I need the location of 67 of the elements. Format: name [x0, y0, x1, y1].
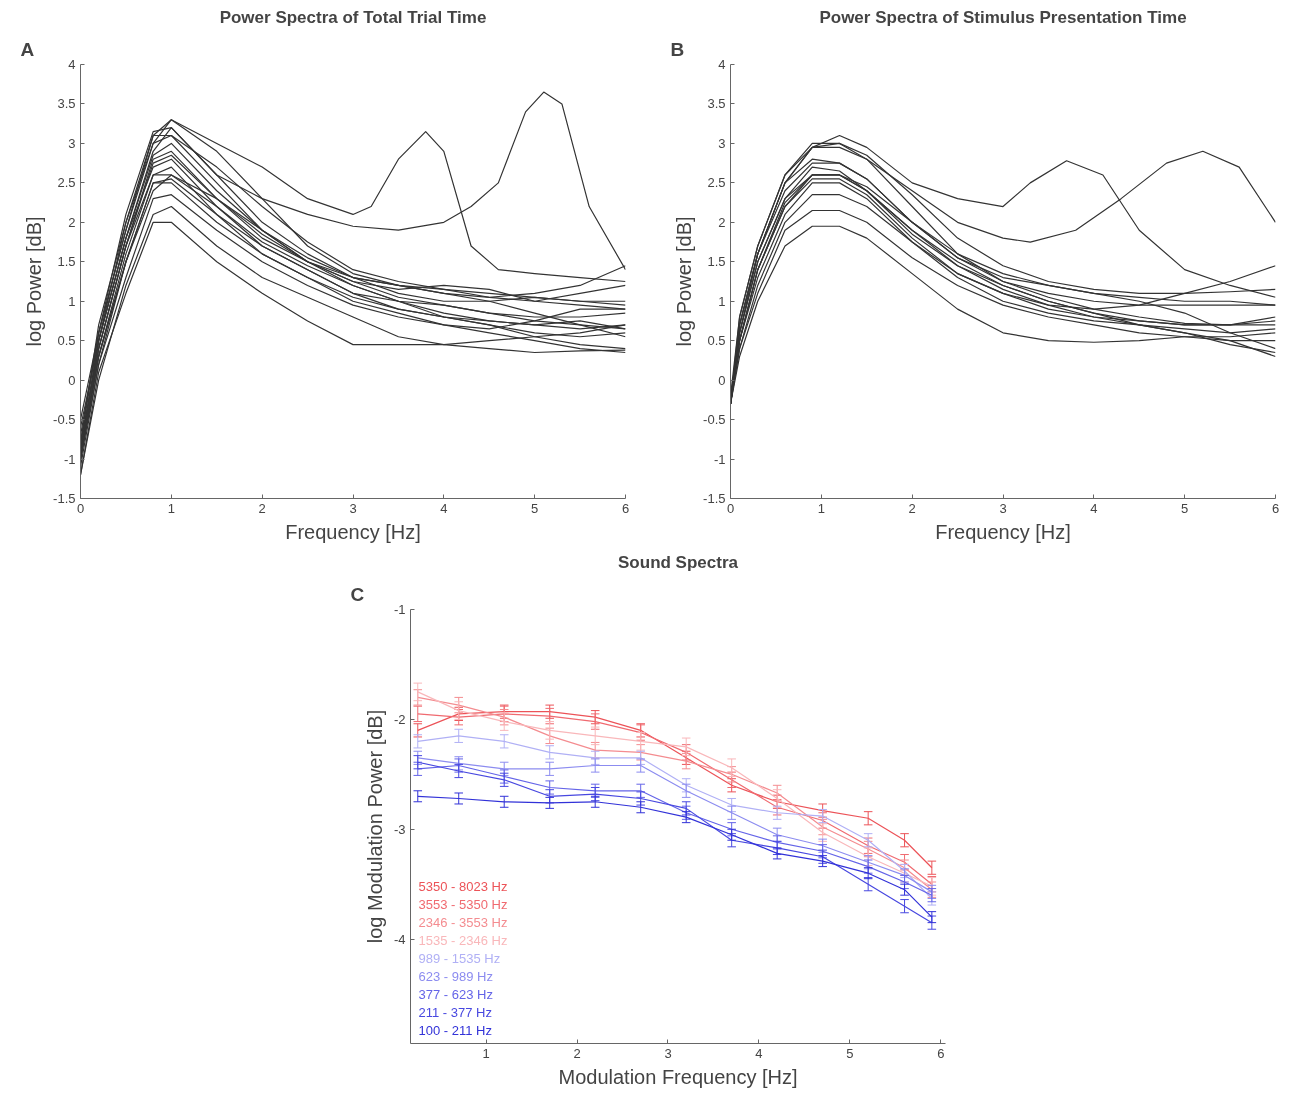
- y-tick-label: 4: [68, 57, 76, 72]
- y-tick-label: 0.5: [57, 333, 76, 349]
- x-tick-label: 3: [664, 1045, 672, 1061]
- text: 2346 - 3553 Hz: [418, 914, 508, 930]
- text: C: [350, 583, 365, 605]
- x-tick-label: 5: [1181, 500, 1189, 516]
- x-tick-label: 2: [258, 500, 266, 516]
- chart-title: Sound Spectra: [618, 552, 739, 572]
- text: 1535 - 2346 Hz: [418, 932, 508, 948]
- y-tick-label: 2: [718, 214, 726, 230]
- y-tick-label: 4: [718, 57, 726, 72]
- x-tick-label: 5: [846, 1045, 854, 1061]
- y-tick-label: -3: [393, 821, 406, 837]
- x-tick-label: 1: [167, 500, 175, 516]
- text: 5350 - 8023 Hz: [418, 878, 508, 894]
- text: A: [20, 38, 35, 60]
- text: 100 - 211 Hz: [418, 1022, 492, 1038]
- y-tick-label: 1: [68, 293, 76, 309]
- x-axis-title: Frequency [Hz]: [285, 520, 421, 543]
- x-tick-label: 6: [621, 500, 630, 516]
- text: 623 - 989 Hz: [418, 968, 493, 984]
- y-axis-title: log Power [dB]: [23, 216, 46, 347]
- x-tick-label: 1: [482, 1045, 490, 1061]
- y-tick-label: 3.5: [57, 96, 76, 112]
- x-tick-label: 2: [908, 500, 916, 516]
- x-tick-label: 6: [1271, 500, 1280, 516]
- x-tick-label: 5: [531, 500, 539, 516]
- x-tick-label: 4: [440, 500, 448, 516]
- x-tick-label: 4: [755, 1045, 763, 1061]
- y-tick-label: -0.5: [53, 412, 76, 428]
- x-tick-label: 3: [349, 500, 357, 516]
- text: 377 - 623 Hz: [418, 986, 493, 1002]
- y-tick-label: 0: [718, 372, 726, 388]
- y-tick-label: 1.5: [57, 254, 76, 270]
- y-tick-label: 0: [68, 372, 76, 388]
- text: B: [670, 38, 685, 60]
- y-tick-label: 3.5: [707, 96, 726, 112]
- y-tick-label: -1.5: [703, 491, 726, 506]
- chart-title: Power Spectra of Total Trial Time: [219, 7, 487, 27]
- y-tick-label: 1: [718, 293, 726, 309]
- y-tick-label: -1.5: [53, 491, 76, 506]
- y-tick-label: -4: [393, 931, 406, 947]
- x-axis-title: Frequency [Hz]: [935, 520, 1071, 543]
- text: 989 - 1535 Hz: [418, 950, 501, 966]
- y-tick-label: -1: [393, 602, 406, 617]
- y-tick-label: -0.5: [703, 412, 726, 428]
- x-tick-label: 2: [573, 1045, 581, 1061]
- y-tick-label: -2: [393, 711, 406, 727]
- y-tick-label: 2.5: [707, 175, 726, 191]
- y-tick-label: 2: [68, 214, 76, 230]
- y-tick-label: 3: [68, 135, 76, 151]
- x-tick-label: 1: [817, 500, 825, 516]
- text: 211 - 377 Hz: [418, 1004, 492, 1020]
- y-tick-label: 3: [718, 135, 726, 151]
- y-tick-label: 1.5: [707, 254, 726, 270]
- y-axis-title: log Modulation Power [dB]: [363, 709, 386, 944]
- y-axis-title: log Power [dB]: [673, 216, 696, 347]
- y-tick-label: -1: [63, 451, 76, 467]
- x-tick-label: 6: [937, 1045, 945, 1061]
- x-axis-title: Modulation Frequency [Hz]: [558, 1065, 798, 1088]
- chart-title: Power Spectra of Stimulus Presentation Time: [819, 7, 1187, 27]
- y-tick-label: 2.5: [57, 175, 76, 191]
- y-tick-label: 0.5: [707, 333, 726, 349]
- y-tick-label: -1: [713, 451, 726, 467]
- x-tick-label: 3: [999, 500, 1007, 516]
- x-tick-label: 4: [1090, 500, 1098, 516]
- text: 3553 - 5350 Hz: [418, 896, 508, 912]
